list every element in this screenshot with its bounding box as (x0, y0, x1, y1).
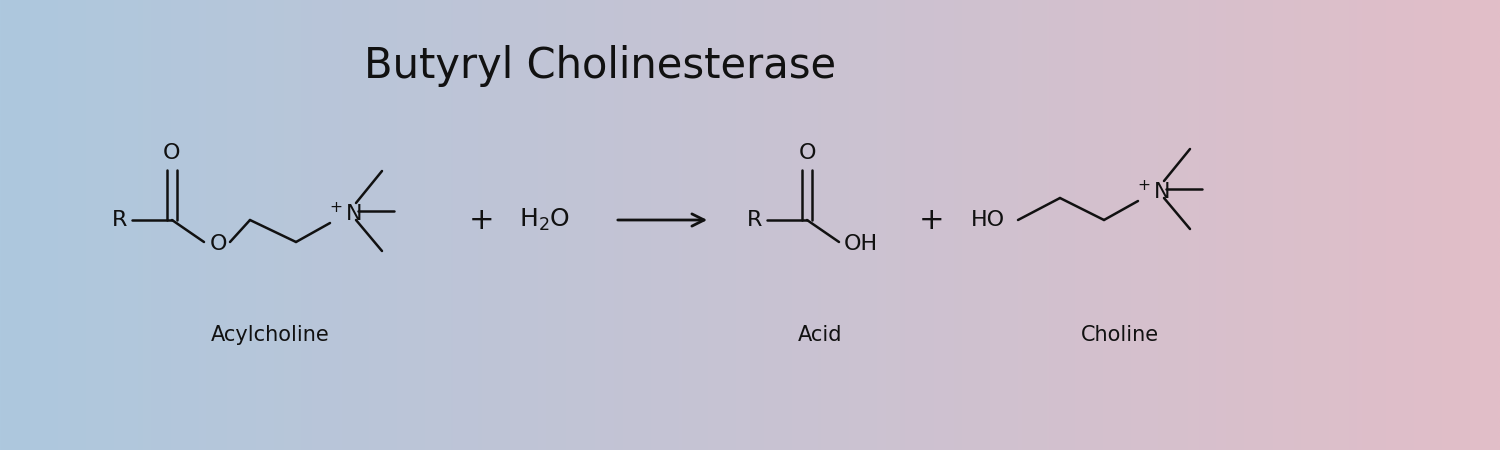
Text: H$_2$O: H$_2$O (519, 207, 570, 233)
Text: Acylcholine: Acylcholine (210, 325, 330, 345)
Text: O: O (210, 234, 226, 254)
Text: Butyryl Cholinesterase: Butyryl Cholinesterase (364, 45, 836, 87)
Text: O: O (164, 143, 180, 163)
Text: Acid: Acid (798, 325, 842, 345)
Text: +: + (920, 206, 945, 234)
Text: $^+$N: $^+$N (1134, 180, 1170, 202)
Text: HO: HO (970, 210, 1005, 230)
Text: O: O (798, 143, 816, 163)
Text: +: + (470, 206, 495, 234)
Text: OH: OH (844, 234, 877, 254)
Text: $^+$N: $^+$N (326, 201, 362, 225)
Text: R: R (112, 210, 128, 230)
Text: Choline: Choline (1082, 325, 1160, 345)
Text: R: R (747, 210, 762, 230)
